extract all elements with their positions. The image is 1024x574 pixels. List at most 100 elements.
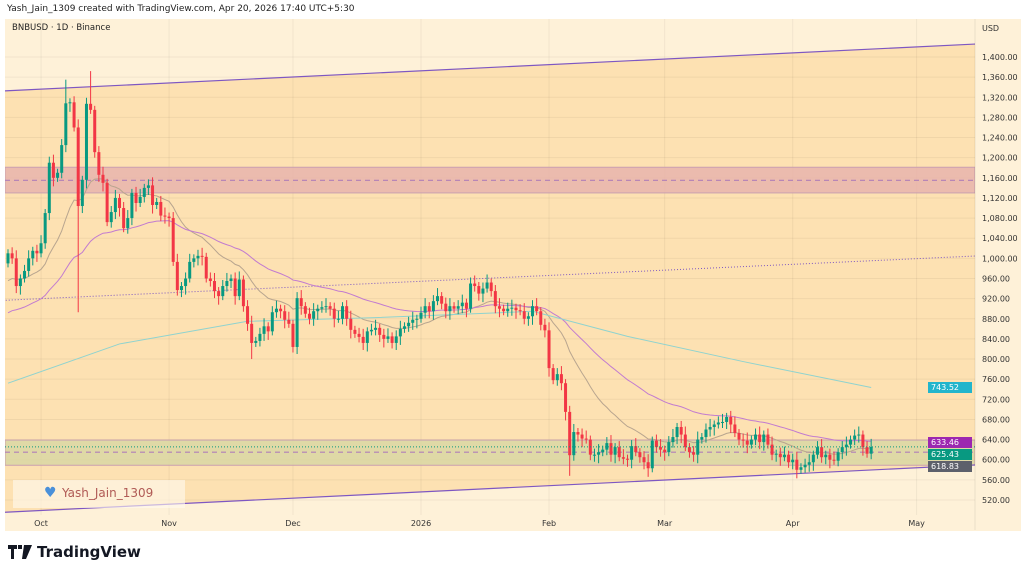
candle-body [745, 440, 749, 445]
candle-body [531, 306, 535, 317]
candle-body [828, 454, 832, 460]
candle-body [316, 308, 320, 312]
candle-body [56, 172, 60, 178]
candle [279, 304, 283, 319]
price-tick-label: 1,200.00 [982, 154, 1018, 163]
candle [146, 179, 150, 195]
candle [213, 272, 216, 299]
candle-body [621, 457, 625, 459]
candle-body [853, 435, 857, 440]
candle-body [646, 462, 650, 469]
candle-body [130, 192, 134, 219]
candle [675, 422, 679, 445]
candle [824, 450, 828, 465]
candle-body [584, 438, 588, 440]
candle [109, 206, 113, 228]
candle-body [539, 311, 543, 325]
candle-body [787, 454, 791, 463]
candle-body [43, 213, 47, 244]
candle [820, 439, 824, 463]
candle [47, 156, 51, 221]
candle-body [303, 306, 307, 314]
candle [56, 168, 60, 182]
candle-body [23, 270, 27, 279]
candle-body [10, 253, 14, 259]
dotted-trendline [5, 255, 975, 301]
candle-body [142, 187, 146, 197]
candle [543, 318, 547, 338]
candle [869, 438, 873, 460]
plot-area [5, 19, 975, 515]
candle [39, 235, 43, 258]
candle [266, 322, 270, 340]
tradingview-logo[interactable]: TradingView [8, 543, 141, 561]
candle-body [741, 439, 745, 441]
price-tick-label: 1,160.00 [982, 174, 1018, 183]
candle-body [204, 256, 208, 279]
candle-body [526, 316, 530, 319]
upper-channel-line [5, 43, 975, 92]
candle-body [708, 426, 712, 430]
candle [192, 254, 196, 268]
chart-caption: Yash_Jain_1309 created with TradingView.… [7, 4, 355, 14]
candle [638, 448, 642, 463]
candle [510, 299, 514, 316]
candle [179, 282, 183, 298]
candle-body [217, 291, 221, 297]
candle [828, 448, 832, 469]
candle-body [151, 185, 155, 205]
candle [258, 327, 262, 347]
candle-body [700, 437, 704, 440]
candle-body [332, 308, 336, 319]
candle-body [849, 439, 853, 445]
candle [559, 366, 563, 391]
candle-body [568, 411, 572, 456]
price-axis-label: 618.83 [928, 461, 972, 473]
candle [815, 441, 819, 459]
candle-body [192, 258, 196, 262]
candle-body [634, 446, 638, 453]
candle [382, 328, 386, 348]
candle [80, 175, 84, 214]
candle [423, 298, 427, 319]
candle [452, 302, 456, 313]
candle-body [543, 324, 547, 331]
candle-body [440, 296, 444, 304]
candle [374, 319, 378, 336]
candle [171, 212, 175, 266]
candle [18, 274, 22, 295]
candle [175, 253, 179, 296]
candle-body [382, 334, 386, 339]
candle [93, 105, 97, 158]
candle [704, 423, 708, 443]
candle [861, 430, 865, 456]
candle [708, 418, 712, 437]
candle [473, 275, 477, 292]
symbol-label[interactable]: BNBUSD · 1D · Binance [12, 23, 111, 33]
candle-body [47, 162, 51, 214]
candle-body [431, 301, 435, 312]
candle-body [105, 182, 109, 223]
candle [774, 449, 778, 462]
candle-body [291, 323, 295, 347]
candle-body [704, 429, 708, 438]
candle-body [208, 278, 212, 282]
candle-body [857, 434, 861, 436]
candle-body [481, 288, 485, 294]
candle-body [213, 281, 216, 292]
currency-label[interactable]: USD [982, 24, 1000, 33]
candle [526, 312, 530, 326]
candle-body [469, 283, 473, 309]
resistance-zone [5, 166, 975, 194]
candle [795, 451, 799, 479]
candle-body [580, 434, 584, 439]
price-tick-label: 680.00 [982, 415, 1010, 424]
candle-body [729, 416, 733, 425]
candle [262, 318, 266, 341]
candle-body [386, 336, 390, 339]
candle [580, 428, 584, 448]
candle-body [411, 319, 415, 323]
time-tick-label: Dec [285, 519, 300, 528]
candle [407, 316, 411, 332]
